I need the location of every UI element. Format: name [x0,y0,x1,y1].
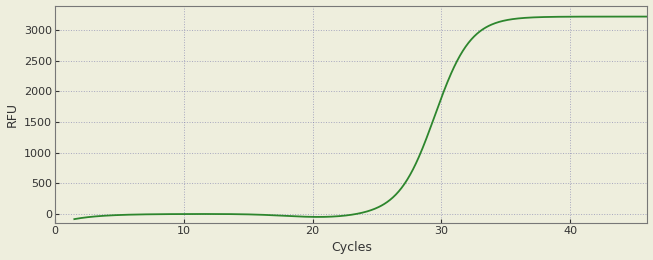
Y-axis label: RFU: RFU [6,102,18,127]
X-axis label: Cycles: Cycles [331,242,372,255]
